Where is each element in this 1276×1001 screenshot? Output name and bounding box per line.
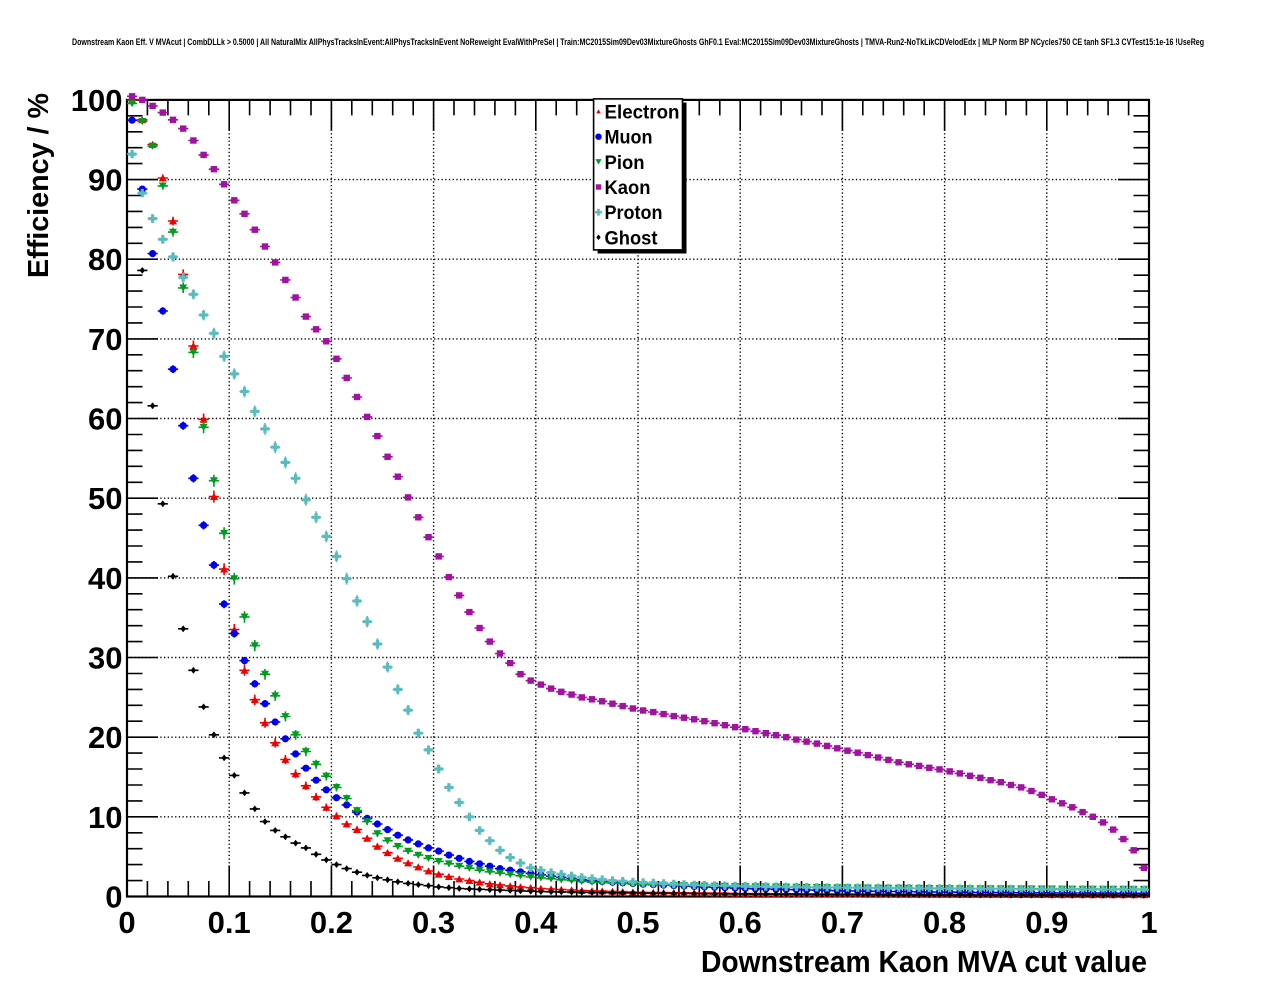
svg-text:0.9: 0.9 — [1025, 905, 1068, 940]
svg-text:Muon: Muon — [605, 127, 653, 149]
svg-text:20: 20 — [88, 720, 122, 755]
svg-text:70: 70 — [88, 322, 122, 357]
svg-text:0.5: 0.5 — [616, 905, 659, 940]
svg-text:80: 80 — [88, 242, 122, 277]
svg-text:Pion: Pion — [605, 152, 645, 174]
svg-text:0.8: 0.8 — [923, 905, 966, 940]
svg-text:0: 0 — [118, 905, 135, 940]
svg-text:Ghost: Ghost — [605, 227, 658, 249]
svg-text:Kaon: Kaon — [605, 177, 651, 199]
svg-text:0.2: 0.2 — [310, 905, 353, 940]
svg-text:Efficiency / %: Efficiency / % — [23, 93, 55, 278]
svg-text:90: 90 — [88, 163, 122, 198]
svg-text:100: 100 — [71, 83, 123, 118]
svg-text:30: 30 — [88, 641, 122, 676]
svg-text:0: 0 — [105, 880, 122, 915]
svg-text:Electron: Electron — [605, 102, 680, 124]
svg-text:60: 60 — [88, 402, 122, 437]
svg-text:10: 10 — [88, 800, 122, 835]
svg-text:Proton: Proton — [605, 202, 663, 224]
svg-text:0.7: 0.7 — [821, 905, 864, 940]
svg-text:40: 40 — [88, 561, 122, 596]
svg-text:0.4: 0.4 — [514, 905, 558, 940]
svg-text:50: 50 — [88, 481, 122, 516]
svg-text:Downstream Kaon MVA cut value: Downstream Kaon MVA cut value — [701, 944, 1147, 979]
svg-text:1: 1 — [1140, 905, 1157, 940]
svg-text:Downstream Kaon Eff. V MVAcut: Downstream Kaon Eff. V MVAcut | CombDLLk… — [72, 37, 1204, 47]
svg-text:0.3: 0.3 — [412, 905, 455, 940]
svg-text:0.1: 0.1 — [208, 905, 251, 940]
svg-text:0.6: 0.6 — [719, 905, 762, 940]
